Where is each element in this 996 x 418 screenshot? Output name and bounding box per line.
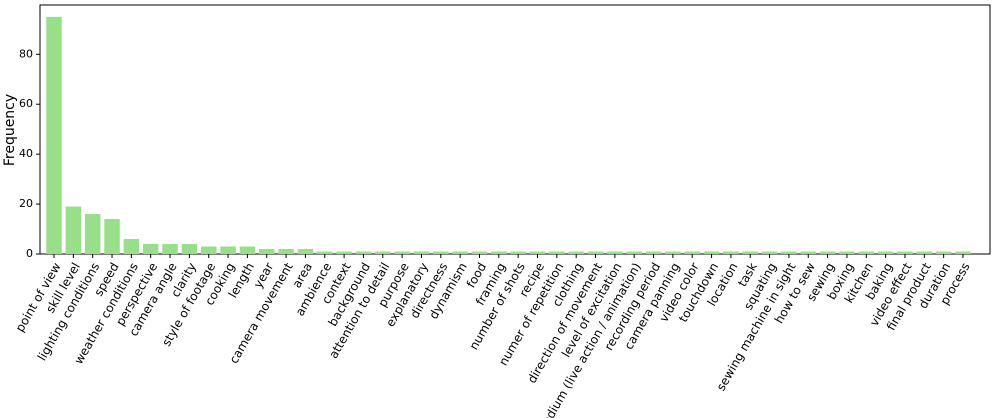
bar xyxy=(626,251,642,254)
bar xyxy=(607,251,623,254)
bar xyxy=(684,251,700,254)
bar xyxy=(375,251,391,254)
bar xyxy=(104,219,120,254)
bar xyxy=(452,251,468,254)
bar xyxy=(723,251,739,254)
bar xyxy=(433,251,449,254)
bar xyxy=(645,251,662,254)
bar xyxy=(65,206,82,254)
bar xyxy=(239,246,256,254)
bar xyxy=(568,251,584,254)
bar xyxy=(123,239,140,254)
bar xyxy=(839,251,855,254)
bar xyxy=(162,244,178,254)
bar xyxy=(587,251,604,254)
y-tick-label: 80 xyxy=(19,47,33,60)
bar xyxy=(142,244,159,254)
bar xyxy=(510,251,526,254)
bar xyxy=(491,251,507,254)
bar xyxy=(761,251,778,254)
bar xyxy=(220,246,236,254)
bar xyxy=(413,251,430,254)
bar xyxy=(278,249,294,254)
bar xyxy=(297,249,314,254)
y-tick-label: 60 xyxy=(19,97,33,110)
bar xyxy=(800,251,816,254)
bar xyxy=(742,251,758,254)
bar xyxy=(781,251,797,254)
bar xyxy=(916,251,933,254)
bar xyxy=(181,244,198,254)
y-tick-label: 40 xyxy=(19,147,33,160)
bar xyxy=(84,214,101,254)
bar xyxy=(703,251,720,254)
y-tick-label: 20 xyxy=(19,197,33,210)
bar xyxy=(46,16,62,254)
bar xyxy=(471,251,488,254)
y-axis-label: Frequency xyxy=(2,94,18,166)
bar xyxy=(897,251,913,254)
bar xyxy=(858,251,875,254)
bar xyxy=(665,251,681,254)
bar xyxy=(955,251,971,254)
bar xyxy=(877,251,894,254)
bar xyxy=(935,251,952,254)
bar xyxy=(394,251,410,254)
bar xyxy=(336,251,352,254)
bar xyxy=(549,251,565,254)
bar xyxy=(355,251,372,254)
bar xyxy=(529,251,546,254)
plot-frame xyxy=(39,4,991,255)
bar xyxy=(200,246,217,254)
bar xyxy=(259,249,275,254)
bar xyxy=(317,251,333,254)
y-tick-label: 0 xyxy=(26,247,33,260)
bar xyxy=(819,251,836,254)
